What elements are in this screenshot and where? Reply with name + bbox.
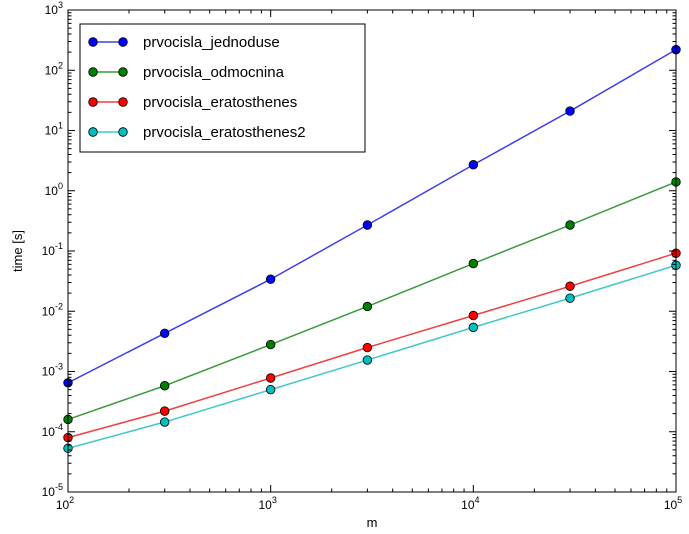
data-point — [362, 342, 373, 353]
data-point — [265, 339, 276, 350]
data-point — [265, 373, 276, 383]
data-point — [565, 281, 575, 291]
legend-marker — [118, 97, 128, 107]
data-point — [468, 258, 479, 269]
plot-frame — [67, 9, 677, 493]
y-tick-label: 10-3 — [42, 362, 63, 379]
legend-label: prvocisla_eratosthenes2 — [143, 124, 306, 141]
legend-item: prvocisla_eratosthenes2 — [88, 124, 306, 141]
y-tick-label: 100 — [45, 181, 63, 198]
legend-item: prvocisla_jednoduse — [88, 34, 280, 51]
data-point — [159, 381, 170, 391]
legend-label: prvocisla_eratosthenes — [143, 94, 297, 111]
x-axis-label: m — [367, 515, 378, 530]
data-point — [159, 406, 170, 416]
data-point — [265, 274, 276, 284]
data-point — [362, 301, 373, 312]
legend-marker — [118, 127, 128, 137]
x-tick-label: 103 — [258, 495, 276, 512]
legend-label: prvocisla_odmocnina — [143, 64, 285, 81]
y-tick-label: 10-4 — [42, 422, 63, 439]
legend-item: prvocisla_eratosthenes — [88, 94, 297, 111]
x-tick-label: 104 — [461, 495, 479, 512]
data-point — [159, 328, 170, 339]
series-layer — [63, 44, 681, 454]
data-point — [565, 220, 575, 230]
y-tick-label: 101 — [45, 121, 63, 138]
data-point — [265, 384, 276, 395]
legend-marker — [88, 97, 98, 107]
y-tick-label: 10-5 — [42, 482, 63, 499]
data-point — [468, 322, 479, 333]
y-tick-label: 102 — [45, 60, 63, 77]
x-tick-label: 105 — [664, 495, 682, 512]
data-point — [468, 160, 479, 170]
legend-label: prvocisla_jednoduse — [143, 34, 280, 51]
tick-layer: 102 103 104 105 10-5 10-4 10-3 10-2 10-1 100 101 10… — [42, 0, 683, 512]
legend-marker — [88, 67, 98, 77]
data-point — [468, 310, 479, 321]
y-tick-label: 10-1 — [42, 241, 63, 258]
y-tick-label: 103 — [45, 0, 63, 17]
legend-marker — [118, 67, 128, 77]
legend: prvocisla_jednoduse prvocisla_odmocninapr… — [79, 23, 366, 153]
legend-marker — [118, 37, 128, 47]
data-point — [362, 220, 373, 230]
y-axis-label: time [s] — [10, 230, 25, 272]
legend-item: prvocisla_odmocnina — [88, 64, 285, 81]
y-tick-label: 10-2 — [42, 301, 63, 318]
data-point — [159, 417, 170, 427]
data-point — [565, 106, 575, 116]
legend-marker — [88, 37, 98, 47]
x-tick-label: 102 — [56, 495, 74, 512]
series-1 — [63, 44, 681, 388]
data-point — [565, 293, 575, 303]
data-point — [362, 355, 373, 365]
legend-marker — [88, 127, 98, 137]
